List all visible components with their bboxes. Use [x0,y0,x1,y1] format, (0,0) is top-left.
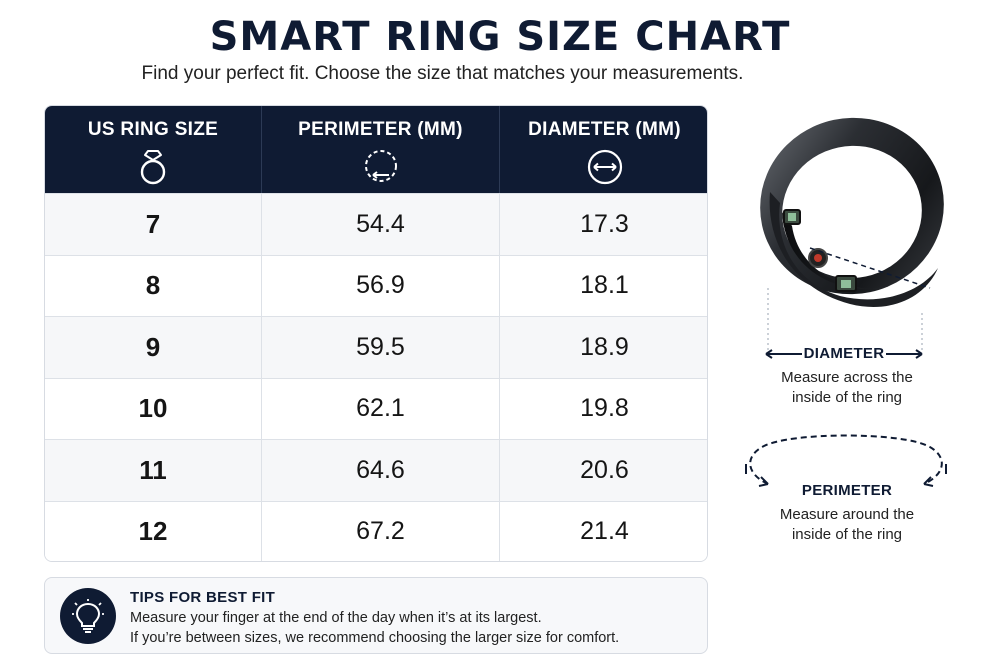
table-row: 12 67.2 21.4 [45,500,707,561]
cell-diameter: 19.8 [580,394,629,423]
table-row: 9 59.5 18.9 [45,316,707,378]
cell-diameter: 17.3 [580,209,629,238]
tips-text-line2: If you’re between sizes, we recommend ch… [130,630,620,646]
column-header-perimeter: PERIMETER (MM) [262,106,500,193]
perimeter-icon [364,150,397,182]
diameter-desc-line2: inside of the ring [791,389,903,406]
ring-icon [140,150,166,185]
perimeter-desc-line2: inside of the ring [791,526,903,543]
tips-text-line1: Measure your finger at the end of the da… [130,610,542,626]
cell-diameter: 20.6 [580,455,629,484]
page-subtitle: Find your perfect fit. Choose the size t… [141,63,744,84]
cell-diameter: 21.4 [580,517,629,546]
cell-diameter: 18.1 [580,271,629,300]
lightbulb-icon [60,588,116,644]
table-row: 10 62.1 19.8 [45,377,707,439]
diameter-label: DIAMETER [803,345,885,362]
perimeter-desc-line1: Measure around the [779,506,915,523]
cell-perimeter: 59.5 [262,317,500,378]
column-header-size: US RING SIZE [45,106,262,193]
diameter-arrow-icon [765,349,923,359]
tips-box: TIPS FOR BEST FIT Measure your finger at… [44,577,708,654]
cell-size: 8 [45,255,262,316]
cell-perimeter: 54.4 [262,194,500,255]
page-title: SMART RING SIZE CHART [209,14,791,60]
column-header-diameter: DIAMETER (MM) [500,106,707,193]
table-row: 8 56.9 18.1 [45,254,707,316]
cell-size: 7 [45,194,262,255]
cell-size: 10 [45,378,262,439]
size-table: US RING SIZE PERIMETER (MM) DIAMETER (MM… [44,105,708,562]
cell-perimeter: 67.2 [262,501,500,561]
smart-ring-image [760,117,944,353]
table-row: 11 64.6 20.6 [45,439,707,501]
perimeter-label: PERIMETER [801,482,893,499]
tips-title: TIPS FOR BEST FIT [130,589,276,606]
table-row: 7 54.4 17.3 [45,193,707,255]
diameter-desc-line1: Measure across the [781,369,913,386]
column-header-label: PERIMETER (MM) [298,119,463,140]
table-body: 7 54.4 17.3 8 56.9 18.1 9 59.5 18.9 10 6… [45,193,707,561]
cell-size: 9 [45,317,262,378]
diameter-icon [587,149,622,185]
cell-size: 12 [45,501,262,561]
table-header: US RING SIZE PERIMETER (MM) DIAMETER (MM… [45,106,707,193]
cell-perimeter: 56.9 [262,255,500,316]
cell-diameter: 18.9 [580,332,629,361]
cell-size: 11 [45,440,262,501]
column-header-label: US RING SIZE [87,119,219,140]
perimeter-ellipse-icon [745,434,947,487]
cell-perimeter: 62.1 [262,378,500,439]
column-header-label: DIAMETER (MM) [528,119,681,140]
cell-perimeter: 64.6 [262,440,500,501]
